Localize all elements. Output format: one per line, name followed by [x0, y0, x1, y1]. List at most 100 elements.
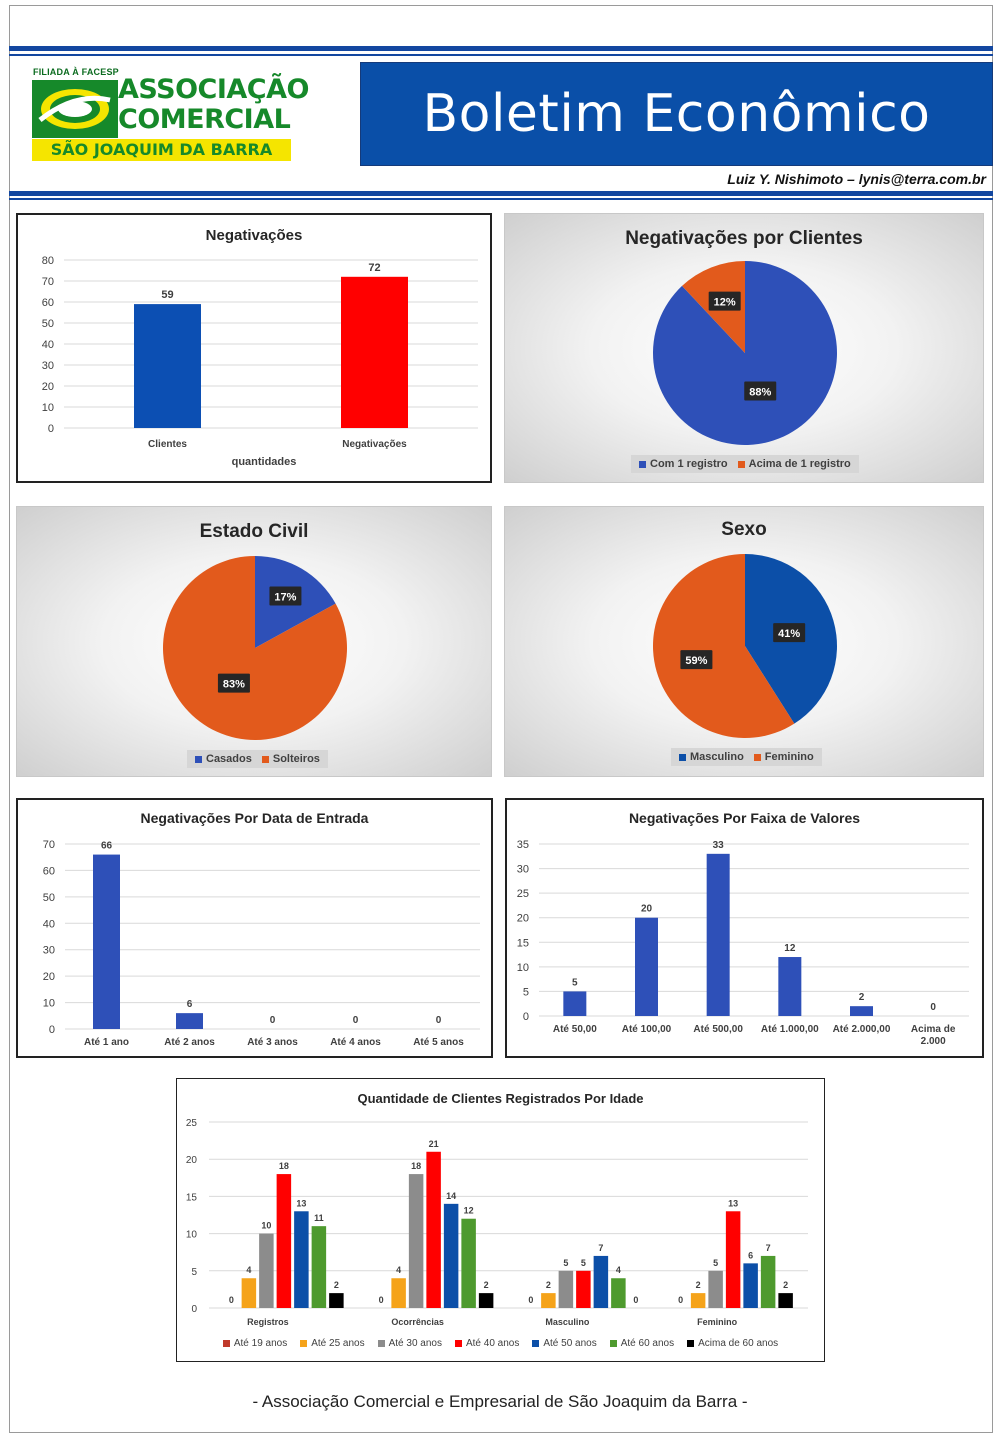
x-tick-label: Até 1 ano: [84, 1037, 129, 1048]
legend-item: Até 60 anos: [609, 1338, 675, 1349]
legend-item: Com 1 registro: [639, 458, 728, 470]
data-label: 72: [368, 262, 380, 274]
bar: [329, 1293, 344, 1308]
legend-label: Até 19 anos: [233, 1338, 288, 1349]
bar: [690, 1293, 706, 1308]
y-tick-label: 35: [517, 839, 529, 851]
x-tick-label: Até 50,00: [553, 1024, 597, 1035]
y-tick-label: 10: [517, 962, 529, 974]
bar: [778, 1293, 793, 1308]
data-label: 18: [279, 1161, 289, 1171]
y-tick-label: 15: [517, 937, 529, 949]
x-axis-label: quantidades: [232, 456, 297, 468]
legend-label: Até 60 anos: [620, 1338, 675, 1349]
bar: [760, 1255, 776, 1308]
y-tick-label: 20: [186, 1155, 198, 1166]
x-tick-label: Até 4 anos: [330, 1037, 381, 1048]
y-tick-label: 0: [49, 1024, 55, 1036]
bar: [778, 957, 802, 1016]
bar: [593, 1255, 609, 1308]
x-tick-label: Até 2.000,00: [833, 1024, 891, 1035]
x-tick-label: Masculino: [545, 1317, 590, 1327]
header-rule-bottom: [9, 191, 993, 196]
data-label: 4: [396, 1265, 401, 1275]
data-label: 6: [187, 999, 193, 1010]
data-label: 0: [229, 1295, 234, 1305]
legend-swatch: [195, 755, 202, 763]
legend-label: Solteiros: [272, 753, 320, 765]
chart-plot: 051015202504101813112Registros0418211412…: [186, 1118, 808, 1327]
y-tick-label: 10: [42, 402, 54, 414]
legend-label: Até 30 anos: [388, 1338, 442, 1349]
x-tick-label: Registros: [247, 1317, 289, 1327]
data-label: 12: [784, 943, 796, 954]
data-label: 18: [411, 1161, 421, 1171]
legend-swatch: [300, 1340, 308, 1347]
y-tick-label: 70: [42, 276, 54, 288]
header-rule-top: [9, 46, 993, 51]
legend-swatch: [687, 1340, 695, 1347]
chart-negativacoes-por-data-de-entrada: Negativações Por Data de Entrada 0 10 20 30…: [16, 798, 493, 1058]
legend-item: Até 30 anos: [377, 1338, 442, 1349]
chart-clientes-por-idade: Quantidade de Clientes Registrados Por I…: [176, 1078, 825, 1362]
data-label: 2: [859, 992, 865, 1003]
chart-title: Estado Civil: [199, 521, 309, 542]
x-tick-label: Até 1.000,00: [761, 1024, 819, 1035]
data-label: 0: [270, 1015, 276, 1026]
chart-legend: Masculino Feminino: [671, 748, 822, 766]
y-tick-label: 50: [42, 318, 54, 330]
legend-swatch: [753, 753, 761, 761]
header-rule-top-thin: [9, 54, 993, 56]
data-label: 12%: [714, 297, 736, 309]
y-tick-label: 60: [42, 297, 54, 309]
chart-legend: Até 19 anos Até 25 anos Até 30 anos Até 40 …: [177, 1338, 824, 1349]
y-tick-label: 80: [42, 255, 54, 267]
chart-title: Negativações Por Faixa de Valores: [628, 810, 861, 826]
legend-item: Acima de 60 anos: [687, 1338, 778, 1349]
data-label: 4: [246, 1265, 251, 1275]
y-tick-label: 0: [191, 1304, 197, 1315]
data-label-box: [269, 586, 302, 606]
chart-title: Quantidade de Clientes Registrados Por I…: [357, 1091, 644, 1106]
chart-title: Sexo: [721, 519, 767, 540]
bar: [426, 1151, 441, 1308]
bar: [259, 1233, 274, 1308]
data-label: 83%: [223, 679, 245, 691]
chart-negativacoes: Negativações 0 10 20 30 40 50 60 70 80 59 Clientes…: [16, 213, 492, 483]
data-label: 17%: [274, 592, 296, 604]
legend-swatch: [639, 460, 646, 468]
data-label: 2: [484, 1280, 489, 1290]
legend-item: Casados: [195, 753, 252, 765]
x-tick-label: Até 2 anos: [164, 1037, 215, 1048]
y-tick-label: 15: [186, 1192, 198, 1203]
legend-item: Até 25 anos: [300, 1338, 365, 1349]
x-tick-label: Ocorrências: [391, 1317, 444, 1327]
y-tick-label: 40: [43, 918, 55, 930]
legend-item: Feminino: [753, 751, 814, 763]
data-label: 5: [581, 1258, 586, 1268]
data-label: 0: [633, 1295, 638, 1305]
legend-item: Até 50 anos: [532, 1338, 597, 1349]
bar: [461, 1218, 476, 1308]
legend-label: Acima de 1 registro: [748, 458, 851, 470]
legend-label: Feminino: [764, 751, 814, 763]
y-tick-label: 60: [43, 865, 55, 877]
chart-estado-civil: Estado Civil 17% 83% Casados Solteiros: [16, 506, 492, 777]
legend-label: Masculino: [690, 751, 744, 763]
bar: [558, 1270, 574, 1308]
legend-swatch: [454, 1340, 462, 1347]
data-label: 7: [598, 1243, 603, 1253]
chart-title: Negativações Por Data de Entrada: [140, 810, 369, 826]
footer: - Associação Comercial e Empresarial de …: [252, 1392, 748, 1411]
data-label: 5: [713, 1258, 718, 1268]
y-tick-label: 30: [517, 864, 529, 876]
data-label: 13: [728, 1198, 738, 1208]
bar: [706, 853, 730, 1016]
logo-emblem-icon: [32, 80, 118, 138]
header-rule-bottom-thin: [9, 198, 993, 200]
x-tick-label: Até 5 anos: [413, 1037, 464, 1048]
bar: [635, 917, 658, 1016]
y-tick-label: 5: [523, 986, 529, 998]
bar: [563, 991, 587, 1016]
data-label: 12: [464, 1206, 474, 1216]
